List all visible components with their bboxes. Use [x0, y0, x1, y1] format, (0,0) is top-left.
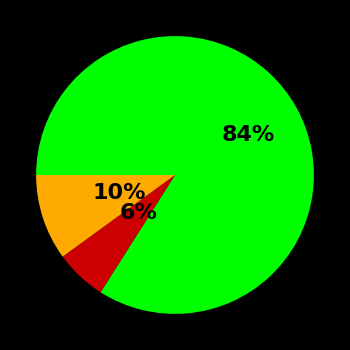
Wedge shape [36, 36, 314, 314]
Text: 10%: 10% [93, 183, 146, 203]
Text: 6%: 6% [120, 203, 158, 223]
Wedge shape [63, 175, 175, 292]
Wedge shape [36, 175, 175, 257]
Text: 84%: 84% [222, 125, 275, 145]
